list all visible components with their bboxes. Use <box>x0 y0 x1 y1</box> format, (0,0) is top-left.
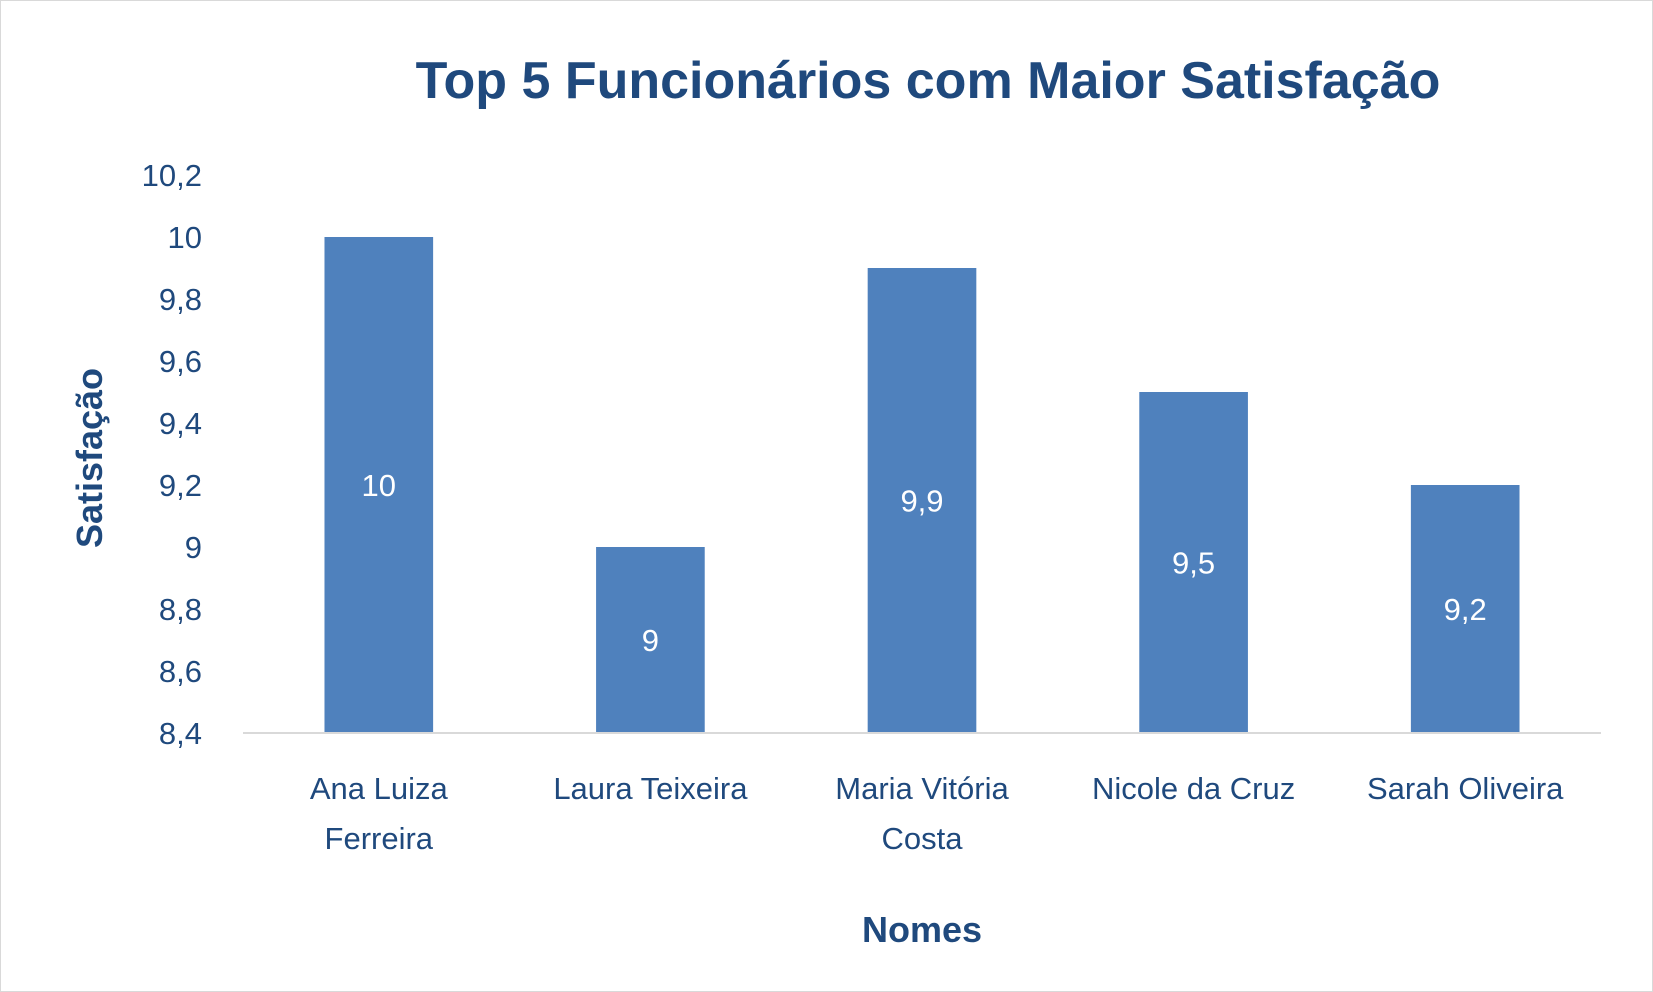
bar <box>1410 485 1520 733</box>
y-axis-title: Satisfação <box>69 368 110 548</box>
bar <box>867 268 977 733</box>
data-label: 9 <box>642 623 659 658</box>
y-tick-label: 8,4 <box>159 716 202 751</box>
x-category-label: Sarah Oliveira <box>1367 771 1564 806</box>
x-category-label: Nicole da Cruz <box>1092 771 1295 806</box>
y-tick-label: 9,8 <box>159 282 202 317</box>
y-tick-label: 9,6 <box>159 344 202 379</box>
x-category-line: Laura Teixeira <box>553 771 748 806</box>
chart-title: Top 5 Funcionários com Maior Satisfação <box>416 52 1441 110</box>
bar <box>324 237 434 733</box>
x-category-label: Maria Vitória Costa <box>835 771 1009 856</box>
x-category-line: Maria Vitória <box>835 771 1009 806</box>
data-labels-group: 10 9 9,9 9,5 9,2 <box>362 468 1487 658</box>
bar <box>1139 392 1248 733</box>
y-tick-label: 9,2 <box>159 468 202 503</box>
data-label: 9,9 <box>900 484 943 519</box>
x-category-line: Ana Luiza <box>310 771 449 806</box>
x-category-line: Nicole da Cruz <box>1092 771 1295 806</box>
x-category-line: Sarah Oliveira <box>1367 771 1564 806</box>
x-category-label: Ana Luiza Ferreira <box>310 771 449 856</box>
data-label: 9,2 <box>1444 592 1487 627</box>
y-tick-label: 9 <box>185 530 202 565</box>
y-axis-ticks: 8,4 8,6 8,8 9 9,2 9,4 9,6 9,8 10 10,2 <box>142 158 202 751</box>
x-axis-title: Nomes <box>862 909 982 950</box>
x-category-line: Costa <box>882 821 964 856</box>
y-tick-label: 10 <box>168 220 202 255</box>
y-tick-label: 10,2 <box>142 158 202 193</box>
y-tick-label: 8,6 <box>159 654 202 689</box>
y-tick-label: 9,4 <box>159 406 202 441</box>
bars-group <box>324 237 1520 733</box>
x-category-line: Ferreira <box>325 821 434 856</box>
y-tick-label: 8,8 <box>159 592 202 627</box>
bar <box>596 547 705 733</box>
x-axis-categories: Ana Luiza Ferreira Laura Teixeira Maria Vit… <box>310 771 1564 856</box>
data-label: 10 <box>362 468 396 503</box>
data-label: 9,5 <box>1172 546 1215 581</box>
x-category-label: Laura Teixeira <box>553 771 748 806</box>
